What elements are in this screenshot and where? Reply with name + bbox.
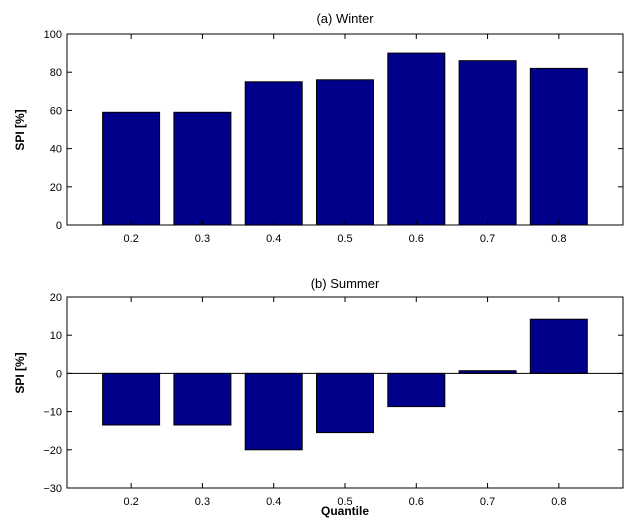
chart-title: (a) Winter bbox=[316, 11, 374, 26]
bar-0.4 bbox=[244, 81, 303, 226]
y-axis-ticks: −30 −20 −10 0 10 20 bbox=[43, 292, 623, 495]
y-tick-label: 10 bbox=[50, 330, 62, 342]
x-axis-label: Quantile bbox=[321, 504, 369, 518]
bar-0.3 bbox=[173, 372, 232, 426]
x-tick-label: 0.6 bbox=[409, 233, 424, 245]
bar-0.6 bbox=[387, 372, 446, 408]
x-tick-label: 0.8 bbox=[551, 496, 566, 508]
y-tick-label: 80 bbox=[50, 67, 62, 79]
y-tick-label: 0 bbox=[56, 368, 62, 380]
bar-0.2 bbox=[102, 111, 161, 226]
x-tick-label: 0.5 bbox=[337, 233, 352, 245]
x-tick-label: 0.4 bbox=[266, 496, 281, 508]
y-tick-label: 0 bbox=[56, 220, 62, 232]
y-tick-label: −20 bbox=[43, 445, 62, 457]
x-tick-label: 0.2 bbox=[124, 233, 139, 245]
y-axis-ticks: 0 20 40 60 80 100 bbox=[44, 29, 623, 232]
y-axis-label: SPI [%] bbox=[13, 109, 27, 150]
y-axis-label: SPI [%] bbox=[13, 352, 27, 393]
x-tick-label: 0.2 bbox=[124, 496, 139, 508]
bar-0.5 bbox=[316, 372, 374, 434]
y-tick-label: 20 bbox=[50, 182, 62, 194]
bar-0.4 bbox=[244, 372, 303, 451]
x-tick-label: 0.3 bbox=[195, 233, 210, 245]
x-tick-label: 0.6 bbox=[409, 496, 424, 508]
bars bbox=[102, 318, 588, 451]
y-tick-label: −10 bbox=[43, 407, 62, 419]
x-tick-label: 0.4 bbox=[266, 233, 281, 245]
x-axis-ticks: 0.2 0.3 0.4 0.5 0.6 0.7 0.8 bbox=[124, 297, 566, 508]
bar-0.7 bbox=[458, 60, 517, 226]
bar-0.8 bbox=[529, 67, 588, 226]
x-tick-label: 0.8 bbox=[551, 233, 566, 245]
y-tick-label: 100 bbox=[44, 29, 62, 41]
x-axis-ticks: 0.2 0.3 0.4 0.5 0.6 0.7 0.8 bbox=[124, 34, 566, 245]
y-tick-label: −30 bbox=[43, 483, 62, 495]
bar-0.5 bbox=[316, 79, 374, 226]
x-tick-label: 0.5 bbox=[337, 496, 352, 508]
x-tick-label: 0.7 bbox=[480, 496, 495, 508]
y-tick-label: 40 bbox=[50, 144, 62, 156]
y-tick-label: 20 bbox=[50, 292, 62, 304]
bar-0.8 bbox=[529, 318, 588, 374]
bar-0.6 bbox=[387, 52, 446, 226]
plot-frame bbox=[66, 296, 624, 489]
x-tick-label: 0.7 bbox=[480, 233, 495, 245]
x-tick-label: 0.3 bbox=[195, 496, 210, 508]
chart-title: (b) Summer bbox=[311, 276, 380, 291]
bar-0.2 bbox=[102, 372, 161, 426]
y-tick-label: 60 bbox=[50, 105, 62, 117]
plot-frame bbox=[66, 33, 624, 226]
chart-panel-summer: (b) Summer SPI [%] −30 −20 −10 0 10 20 0.2 0.3… bbox=[13, 276, 624, 518]
bars bbox=[102, 52, 588, 226]
bar-0.3 bbox=[173, 111, 232, 226]
